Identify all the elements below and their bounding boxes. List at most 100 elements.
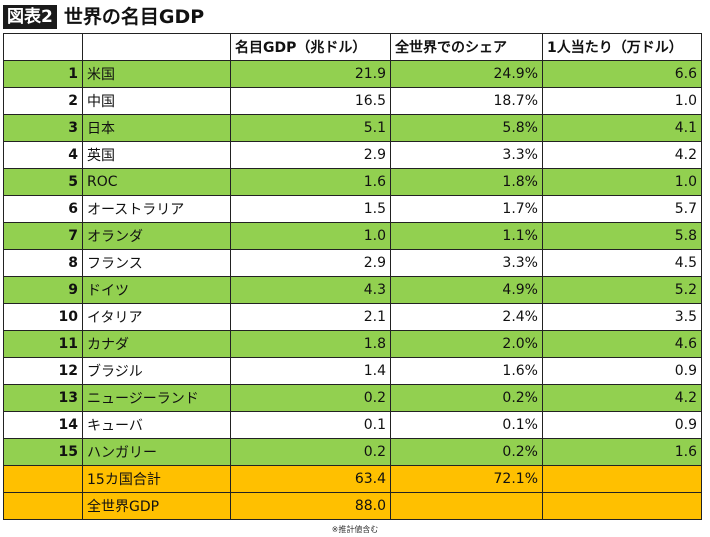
total-per-capita-cell bbox=[542, 465, 702, 493]
footnote: ※推計値含む bbox=[331, 525, 379, 534]
gdp-cell: 0.2 bbox=[230, 384, 391, 412]
share-cell: 1.6% bbox=[390, 357, 543, 385]
rank-cell: 4 bbox=[3, 141, 83, 169]
per-capita-cell: 4.1 bbox=[542, 114, 702, 142]
rank-cell: 10 bbox=[3, 303, 83, 331]
rank-cell: 1 bbox=[3, 60, 83, 88]
table-row: 15 ハンガリー 0.2 0.2% 1.6 bbox=[3, 438, 702, 466]
figure-label: 図表2 bbox=[3, 5, 57, 29]
country-cell: イタリア bbox=[82, 303, 231, 331]
rank-cell: 3 bbox=[3, 114, 83, 142]
share-cell: 18.7% bbox=[390, 87, 543, 115]
share-cell: 5.8% bbox=[390, 114, 543, 142]
gdp-cell: 1.8 bbox=[230, 330, 391, 358]
total-rank-cell bbox=[3, 492, 83, 520]
gdp-cell: 5.1 bbox=[230, 114, 391, 142]
share-cell: 2.0% bbox=[390, 330, 543, 358]
per-capita-cell: 5.8 bbox=[542, 222, 702, 250]
per-capita-cell: 1.0 bbox=[542, 87, 702, 115]
country-cell: ドイツ bbox=[82, 276, 231, 304]
share-cell: 1.7% bbox=[390, 195, 543, 223]
table-row: 3 日本 5.1 5.8% 4.1 bbox=[3, 114, 702, 142]
table-row: 2 中国 16.5 18.7% 1.0 bbox=[3, 87, 702, 115]
total-rank-cell bbox=[3, 465, 83, 493]
rank-cell: 12 bbox=[3, 357, 83, 385]
per-capita-cell: 4.2 bbox=[542, 384, 702, 412]
share-cell: 1.1% bbox=[390, 222, 543, 250]
country-cell: 米国 bbox=[82, 60, 231, 88]
share-cell: 24.9% bbox=[390, 60, 543, 88]
gdp-table: 名目GDP（兆ドル） 全世界でのシェア 1人当たり（万ドル） 1 米国 21.9 24… bbox=[3, 33, 702, 520]
country-cell: ハンガリー bbox=[82, 438, 231, 466]
total-share-cell bbox=[390, 492, 543, 520]
gdp-cell: 1.6 bbox=[230, 168, 391, 196]
table-row: 4 英国 2.9 3.3% 4.2 bbox=[3, 141, 702, 169]
country-cell: オーストラリア bbox=[82, 195, 231, 223]
table-row: 5 ROC 1.6 1.8% 1.0 bbox=[3, 168, 702, 196]
rank-cell: 5 bbox=[3, 168, 83, 196]
table-row: 11 カナダ 1.8 2.0% 4.6 bbox=[3, 330, 702, 358]
country-cell: ブラジル bbox=[82, 357, 231, 385]
table-row: 10 イタリア 2.1 2.4% 3.5 bbox=[3, 303, 702, 331]
total-gdp-cell: 88.0 bbox=[230, 492, 391, 520]
header-share: 全世界でのシェア bbox=[390, 33, 543, 61]
per-capita-cell: 3.5 bbox=[542, 303, 702, 331]
gdp-cell: 4.3 bbox=[230, 276, 391, 304]
per-capita-cell: 4.2 bbox=[542, 141, 702, 169]
table-row: 14 キューバ 0.1 0.1% 0.9 bbox=[3, 411, 702, 439]
gdp-cell: 2.1 bbox=[230, 303, 391, 331]
table-row: 13 ニュージーランド 0.2 0.2% 4.2 bbox=[3, 384, 702, 412]
total-per-capita-cell bbox=[542, 492, 702, 520]
table-row: 7 オランダ 1.0 1.1% 5.8 bbox=[3, 222, 702, 250]
rank-cell: 9 bbox=[3, 276, 83, 304]
per-capita-cell: 6.6 bbox=[542, 60, 702, 88]
country-cell: フランス bbox=[82, 249, 231, 277]
country-cell: 英国 bbox=[82, 141, 231, 169]
rank-cell: 13 bbox=[3, 384, 83, 412]
rank-cell: 11 bbox=[3, 330, 83, 358]
per-capita-cell: 5.2 bbox=[542, 276, 702, 304]
rank-cell: 2 bbox=[3, 87, 83, 115]
gdp-cell: 16.5 bbox=[230, 87, 391, 115]
country-cell: ROC bbox=[82, 168, 231, 196]
share-cell: 2.4% bbox=[390, 303, 543, 331]
gdp-cell: 1.5 bbox=[230, 195, 391, 223]
country-cell: ニュージーランド bbox=[82, 384, 231, 412]
total-label-cell: 全世界GDP bbox=[82, 492, 231, 520]
header-row: 名目GDP（兆ドル） 全世界でのシェア 1人当たり（万ドル） bbox=[3, 33, 702, 61]
table-body: 1 米国 21.9 24.9% 6.6 2 中国 16.5 18.7% 1.0 3 日本 5.1 5.8%… bbox=[3, 60, 702, 520]
rank-cell: 14 bbox=[3, 411, 83, 439]
per-capita-cell: 4.5 bbox=[542, 249, 702, 277]
table-row: 1 米国 21.9 24.9% 6.6 bbox=[3, 60, 702, 88]
total-row: 全世界GDP 88.0 bbox=[3, 492, 702, 520]
country-cell: 中国 bbox=[82, 87, 231, 115]
share-cell: 4.9% bbox=[390, 276, 543, 304]
table-row: 6 オーストラリア 1.5 1.7% 5.7 bbox=[3, 195, 702, 223]
total-row: 15カ国合計 63.4 72.1% bbox=[3, 465, 702, 493]
gdp-cell: 1.4 bbox=[230, 357, 391, 385]
figure-title: 世界の名目GDP bbox=[63, 6, 205, 28]
share-cell: 0.1% bbox=[390, 411, 543, 439]
share-cell: 3.3% bbox=[390, 249, 543, 277]
table-row: 8 フランス 2.9 3.3% 4.5 bbox=[3, 249, 702, 277]
gdp-cell: 1.0 bbox=[230, 222, 391, 250]
per-capita-cell: 0.9 bbox=[542, 357, 702, 385]
table-row: 12 ブラジル 1.4 1.6% 0.9 bbox=[3, 357, 702, 385]
rank-cell: 6 bbox=[3, 195, 83, 223]
country-cell: 日本 bbox=[82, 114, 231, 142]
country-cell: オランダ bbox=[82, 222, 231, 250]
share-cell: 0.2% bbox=[390, 384, 543, 412]
rank-cell: 7 bbox=[3, 222, 83, 250]
share-cell: 0.2% bbox=[390, 438, 543, 466]
share-cell: 3.3% bbox=[390, 141, 543, 169]
header-country bbox=[82, 33, 231, 61]
gdp-cell: 0.1 bbox=[230, 411, 391, 439]
country-cell: キューバ bbox=[82, 411, 231, 439]
header-rank bbox=[3, 33, 83, 61]
table-row: 9 ドイツ 4.3 4.9% 5.2 bbox=[3, 276, 702, 304]
header-per-capita: 1人当たり（万ドル） bbox=[542, 33, 702, 61]
per-capita-cell: 5.7 bbox=[542, 195, 702, 223]
rank-cell: 15 bbox=[3, 438, 83, 466]
figure-header: 図表2 世界の名目GDP bbox=[3, 4, 204, 30]
per-capita-cell: 0.9 bbox=[542, 411, 702, 439]
